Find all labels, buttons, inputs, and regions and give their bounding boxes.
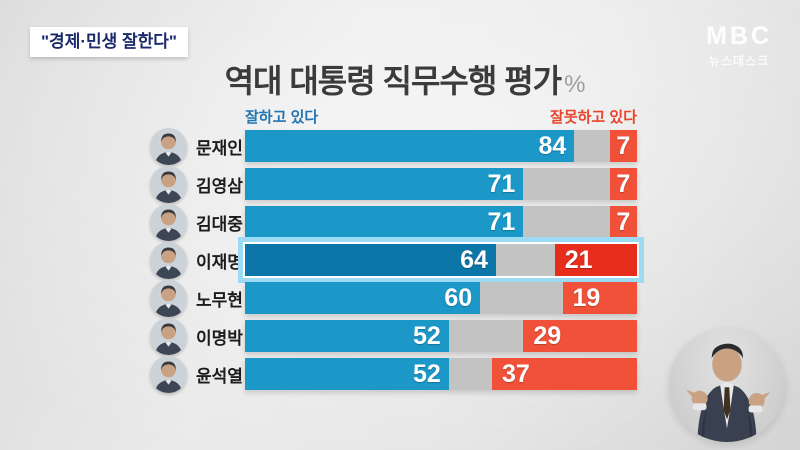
disapproval-bar: 7	[609, 130, 637, 162]
president-portrait-icon	[150, 165, 187, 203]
chart-row: 문재인 84 7	[150, 127, 650, 165]
chart-legend: 잘하고 있다 잘못하고 있다	[245, 106, 637, 127]
approval-value: 84	[538, 131, 567, 160]
chart-row: 이명박 52 29	[150, 317, 650, 355]
president-name: 김대중	[196, 214, 243, 234]
approval-value: 71	[487, 207, 516, 236]
disapproval-bar: 19	[562, 282, 637, 314]
disapproval-value: 7	[616, 169, 631, 198]
approval-bar: 52	[245, 320, 449, 352]
disapproval-bar: 29	[523, 320, 637, 352]
president-name: 노무현	[196, 290, 243, 310]
sign-language-interpreter-figure	[685, 343, 771, 442]
chart-row: 김대중 71 7	[150, 203, 650, 241]
approval-bar: 52	[245, 358, 449, 390]
chart-row: 윤석열 52 37	[150, 355, 650, 393]
disapproval-value: 7	[616, 207, 631, 236]
chart-title-text: 역대 대통령 직무수행 평가	[224, 63, 563, 99]
bar-track: 84 7	[245, 130, 637, 162]
chart-unit-label: %	[564, 71, 586, 98]
president-avatar	[150, 279, 187, 317]
president-avatar	[150, 355, 187, 393]
approval-bar: 64	[245, 244, 496, 276]
bar-track: 60 19	[245, 282, 637, 314]
president-portrait-icon	[150, 203, 187, 241]
approval-value: 71	[487, 169, 516, 198]
disapproval-value: 7	[616, 131, 631, 160]
approval-bar: 71	[245, 168, 524, 200]
approval-bar: 84	[245, 130, 575, 162]
president-portrait-icon	[150, 279, 187, 317]
bar-track: 64 21	[245, 244, 637, 276]
disapproval-value: 21	[564, 245, 593, 274]
sign-language-interpreter	[669, 328, 785, 442]
approval-bar: 71	[245, 206, 524, 238]
chart-row: 노무현 60 19	[150, 279, 650, 317]
mbc-logo: MBC	[706, 22, 772, 50]
approval-value: 52	[413, 359, 441, 388]
bar-track: 71 7	[245, 168, 637, 200]
chart-row: 김영삼 71 7	[150, 165, 650, 203]
disapproval-bar: 37	[491, 358, 637, 390]
approval-bar: 60	[245, 282, 481, 314]
legend-positive-label: 잘하고 있다	[245, 109, 319, 126]
disapproval-bar: 21	[554, 244, 637, 276]
president-portrait-icon	[150, 355, 187, 393]
disapproval-bar: 7	[609, 168, 637, 200]
president-portrait-icon	[150, 241, 187, 279]
headline-badge: "경제·민생 잘한다"	[30, 27, 188, 57]
bar-track: 71 7	[245, 206, 637, 238]
president-name: 문재인	[196, 138, 243, 158]
president-portrait-icon	[150, 127, 187, 165]
chart-title: 역대 대통령 직무수행 평가%	[0, 56, 800, 102]
president-name: 김영삼	[196, 176, 243, 196]
bar-track: 52 37	[245, 358, 637, 390]
president-avatar	[150, 165, 187, 203]
president-avatar	[150, 317, 187, 355]
president-name: 윤석열	[196, 366, 243, 386]
approval-value: 52	[413, 321, 441, 350]
disapproval-value: 19	[572, 283, 601, 312]
legend-negative-label: 잘못하고 있다	[550, 109, 637, 126]
disapproval-value: 37	[501, 359, 530, 388]
president-approval-chart: 문재인 84 7 김영삼 71 7 김대중 71 7 이재명 64 21 노무현 60 19 이명박 52 29 윤…	[150, 127, 650, 396]
president-avatar	[150, 241, 187, 279]
approval-value: 60	[444, 283, 473, 312]
president-name: 이명박	[196, 328, 243, 348]
disapproval-value: 29	[533, 321, 562, 350]
approval-value: 64	[460, 245, 488, 274]
president-avatar	[150, 203, 187, 241]
bar-track: 52 29	[245, 320, 637, 352]
disapproval-bar: 7	[609, 206, 637, 238]
chart-row: 이재명 64 21	[150, 241, 650, 279]
president-name: 이재명	[196, 252, 243, 272]
president-avatar	[150, 127, 187, 165]
president-portrait-icon	[150, 317, 187, 355]
